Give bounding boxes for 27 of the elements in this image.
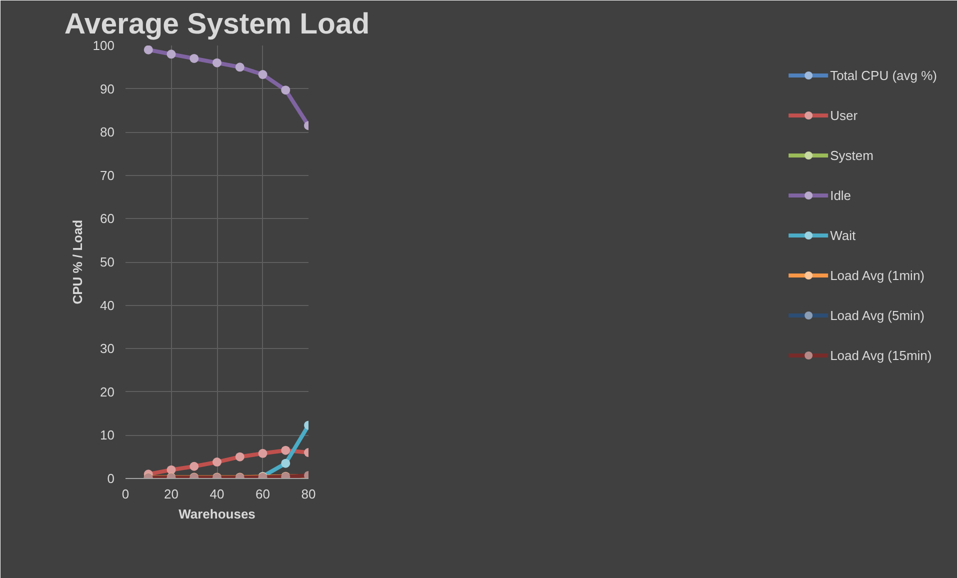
y-tick-label: 10 [100,428,115,443]
legend-label: System [830,148,874,162]
y-tick-label: 80 [100,124,115,140]
chart-title: Average System Load [64,8,370,40]
y-tick-label: 100 [92,38,115,53]
x-tick-label: 40 [210,486,224,502]
legend-label: Idle [830,188,852,202]
x-tick-label: 80 [301,486,316,502]
y-tick-label: 30 [100,341,115,356]
x-tick-label: 60 [256,486,270,502]
legend-label: User [830,108,858,122]
y-tick-label: 0 [107,471,115,486]
y-tick-label: 20 [100,384,115,400]
legend-label: Wait [830,228,856,242]
x-tick-label: 20 [164,486,178,502]
legend-label: Load Avg (15min) [830,348,932,362]
x-axis-title: Warehouses [178,506,256,522]
legend-label: Total CPU (avg %) [830,68,937,82]
y-tick-label: 90 [100,81,115,96]
legend-label: Load Avg (5min) [830,308,925,322]
x-tick-label: 0 [122,486,130,502]
y-tick-label: 40 [100,298,115,313]
legend-label: Load Avg (1min) [830,268,925,282]
y-tick-label: 60 [100,211,115,226]
y-axis-title: CPU % / Load [70,220,85,304]
y-tick-label: 50 [100,254,115,270]
y-tick-label: 70 [100,168,115,183]
